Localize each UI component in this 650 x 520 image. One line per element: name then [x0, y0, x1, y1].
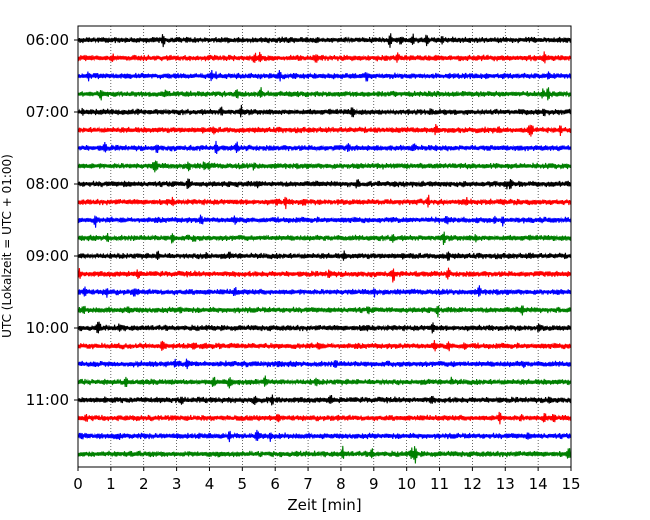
y-axis-label: UTC (Lokalzeit = UTC + 01:00): [0, 154, 14, 338]
y-tick-label: 11:00: [26, 391, 69, 409]
x-tick-label: 4: [205, 475, 215, 493]
trace-line: [77, 394, 572, 406]
x-tick-label: 15: [561, 475, 580, 493]
trace-line: [77, 194, 572, 210]
trace-line: [77, 305, 572, 318]
x-tick-label: 11: [430, 475, 449, 493]
trace-line: [77, 358, 572, 370]
trace-line: [77, 33, 572, 48]
x-tick-label: 13: [496, 475, 515, 493]
x-tick-label: 6: [270, 475, 280, 493]
trace-line: [77, 51, 572, 64]
x-axis-label: Zeit [min]: [287, 496, 361, 514]
trace-line: [77, 231, 572, 246]
trace-line: [77, 375, 572, 389]
x-tick-label: 12: [463, 475, 482, 493]
trace-line: [77, 340, 572, 352]
trace-line: [77, 321, 572, 334]
x-tick-label: 0: [73, 475, 83, 493]
trace-line: [77, 429, 572, 443]
x-tick-label: 9: [369, 475, 379, 493]
x-tick-label: 8: [336, 475, 346, 493]
x-tick-label: 14: [529, 475, 548, 493]
plot-frame: [77, 25, 572, 468]
x-tick-label: 1: [106, 475, 116, 493]
x-tick-label: 2: [139, 475, 149, 493]
trace-line: [77, 411, 572, 425]
x-tick-label: 5: [238, 475, 248, 493]
trace-group: [77, 33, 572, 464]
trace-line: [77, 178, 572, 190]
y-tick-label: 09:00: [26, 247, 69, 265]
x-tick-label: 7: [303, 475, 313, 493]
trace-line: [77, 160, 572, 173]
trace-line: [77, 104, 572, 118]
y-tick-label: 10:00: [26, 319, 69, 337]
x-tick-label: 10: [397, 475, 416, 493]
y-tick-label: 07:00: [26, 103, 69, 121]
trace-line: [77, 123, 572, 137]
trace-line: [77, 69, 572, 82]
trace-line: [77, 140, 572, 155]
trace-line: [77, 285, 572, 298]
x-tick-label: 3: [172, 475, 182, 493]
y-axis: 06:00 07:00 08:00 09:00 10:00 11:00: [26, 31, 78, 409]
y-tick-label: 06:00: [26, 31, 69, 49]
trace-line: [77, 445, 572, 464]
trace-line: [77, 214, 572, 228]
y-tick-label: 08:00: [26, 175, 69, 193]
trace-line: [77, 250, 572, 261]
trace-line: [77, 267, 572, 283]
trace-line: [77, 87, 572, 101]
x-axis: 0 1 2 3 4 5 6 7 8 9 10 11 12 13 14 15: [73, 467, 581, 493]
